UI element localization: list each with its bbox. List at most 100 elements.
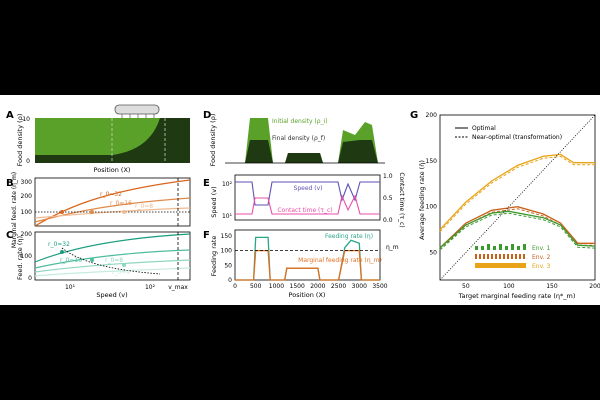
panel-c-ylabel: Feed. rate (η): [16, 236, 24, 280]
panel-c-curve-4: [34, 267, 191, 277]
worm-legs-icon: [121, 114, 155, 118]
panel-c-letter: C: [6, 230, 13, 241]
panel-f-letter: F: [203, 230, 210, 241]
panel-a-xlabel: Position (X): [94, 166, 131, 174]
x-tick-label: 0: [233, 283, 237, 290]
panel-f-xlabel: Position (X): [289, 291, 326, 299]
panel-b-ylabel: Marginal feed. rate (η_m): [11, 172, 18, 248]
panel-c-label-8: r_0=8: [105, 257, 123, 264]
legend-optimal-label: Optimal: [472, 125, 496, 132]
series-line-1: [439, 206, 595, 249]
panel-c-ytick: 200: [21, 231, 33, 238]
panel-a-ytick: 10: [22, 116, 30, 123]
panel-b-plot: [34, 177, 191, 227]
panel-e-speed-line: [235, 181, 380, 206]
panel-c-curve-32: [34, 233, 191, 263]
env-2-pattern-icon: [475, 254, 525, 259]
panel-g-xlabel: Target marginal feeding rate (η*_m): [458, 292, 576, 300]
panel-b-ytick: 300: [21, 179, 33, 186]
y-tick-label: 150: [426, 158, 438, 165]
panel-c-xtick: 10¹: [65, 284, 76, 291]
series-line-2: [439, 210, 596, 249]
panel-a-ylabel: Food density (ρ): [16, 114, 24, 167]
panel-g-series-group: [439, 153, 596, 251]
panel-f-marginal-label: Marginal feeding rate (η_m): [298, 257, 382, 264]
panel-d-final-density: [225, 140, 385, 163]
panel-e-speed-label: Speed (v): [294, 185, 323, 192]
panel-c-curve-8: [34, 259, 191, 273]
panel-b-letter: B: [6, 178, 14, 189]
x-tick-label: 1000: [269, 283, 284, 290]
worm-icon: [114, 104, 160, 115]
panel-d-final-label: Final density (ρ_f): [272, 135, 325, 142]
env-2-label: Env. 2: [532, 254, 550, 261]
x-tick-label: 2000: [310, 283, 325, 290]
panel-c-point: [90, 258, 94, 262]
panel-e-contact-label: Contact time (τ_c): [277, 207, 332, 214]
panel-d-ylabel: Food density (ρ): [209, 114, 217, 167]
panel-c-point: [122, 263, 126, 267]
panel-a-letter: A: [6, 110, 14, 121]
panel-b-ytick: 100: [21, 209, 33, 216]
panel-e-ylabel-right: Contact time (τ_c): [398, 172, 405, 227]
series-near-optimal-line-2: [439, 212, 596, 251]
panel-c-label-16: r_0=16: [60, 257, 82, 264]
panel-e-letter: E: [203, 178, 210, 189]
x-tick-label: 3500: [372, 283, 387, 290]
series-line-0: [439, 153, 595, 231]
panel-c-xtick: v_max: [168, 284, 188, 291]
x-tick-label: 2500: [331, 283, 346, 290]
panel-c-ytick: 0: [28, 275, 32, 282]
panel-g-tick-group: 50 100 150 200 50 100 150 200: [426, 112, 600, 290]
panel-a-ytick: 0: [26, 158, 30, 165]
x-tick-label: 1500: [290, 283, 305, 290]
panel-f-ylabel: Feeding rate: [210, 236, 218, 277]
panel-b-point: [90, 210, 94, 214]
panel-e-ytick-right: 1.0: [383, 173, 393, 180]
panel-c-ytick: 100: [21, 253, 33, 260]
panel-e-ylabel-left: Speed (v): [210, 186, 218, 217]
panel-b-label-32: r_0=32: [100, 191, 122, 198]
x-tick-label: 150: [546, 283, 558, 290]
legend-near-optimal-label: Near-optimal (transformation): [472, 134, 562, 141]
panel-a-depleted-region: [35, 118, 190, 163]
x-tick-label: 500: [250, 283, 262, 290]
panel-c-label-4: r_0=4: [112, 269, 130, 276]
panel-e-ytick-left: 10²: [222, 181, 233, 188]
y-tick-label: 50: [224, 262, 232, 269]
panel-e-contact-line: [235, 194, 380, 215]
panel-d-letter: D: [203, 110, 211, 121]
panel-c-curve-16: [34, 249, 191, 269]
panel-f-feeding-label: Feeding rate (η): [325, 233, 373, 240]
env-1-pattern-icon: [475, 244, 526, 250]
panel-g-ylabel: Average feeding rate (η̄): [418, 160, 426, 240]
panel-c-xtick: 10²: [145, 284, 156, 291]
x-tick-label: 3000: [352, 283, 367, 290]
x-tick-label: 100: [503, 283, 515, 290]
x-tick-label: 200: [589, 283, 600, 290]
panel-d-initial-label: Initial density (ρ_i): [272, 118, 328, 125]
panel-g-diagonal: [439, 114, 596, 281]
panel-b-label-16: r_0=16: [110, 200, 132, 207]
panel-b-curve-8: [34, 207, 191, 219]
env-3-pattern-icon: [475, 263, 526, 268]
panel-b-point: [60, 210, 64, 214]
panel-c-point: [60, 250, 64, 254]
panel-e-ytick-right: 0.0: [383, 217, 393, 224]
panel-b-ytick: 200: [21, 193, 33, 200]
y-tick-label: 150: [221, 233, 233, 240]
panel-f-plot: [234, 229, 381, 281]
y-tick-label: 200: [426, 112, 438, 119]
panel-b-label-8: r_0=8: [135, 203, 153, 210]
panel-e-ytick-left: 10¹: [222, 213, 233, 220]
panel-f-eta-label: η_m: [386, 244, 399, 251]
y-tick-label: 100: [221, 248, 233, 255]
panel-b-curve-16: [34, 197, 191, 223]
panel-c-label-32: r_0=32: [48, 241, 70, 248]
panel-c-xlabel: Speed (v): [96, 291, 127, 299]
x-tick-label: 50: [462, 283, 470, 290]
y-tick-label: 50: [429, 250, 437, 257]
